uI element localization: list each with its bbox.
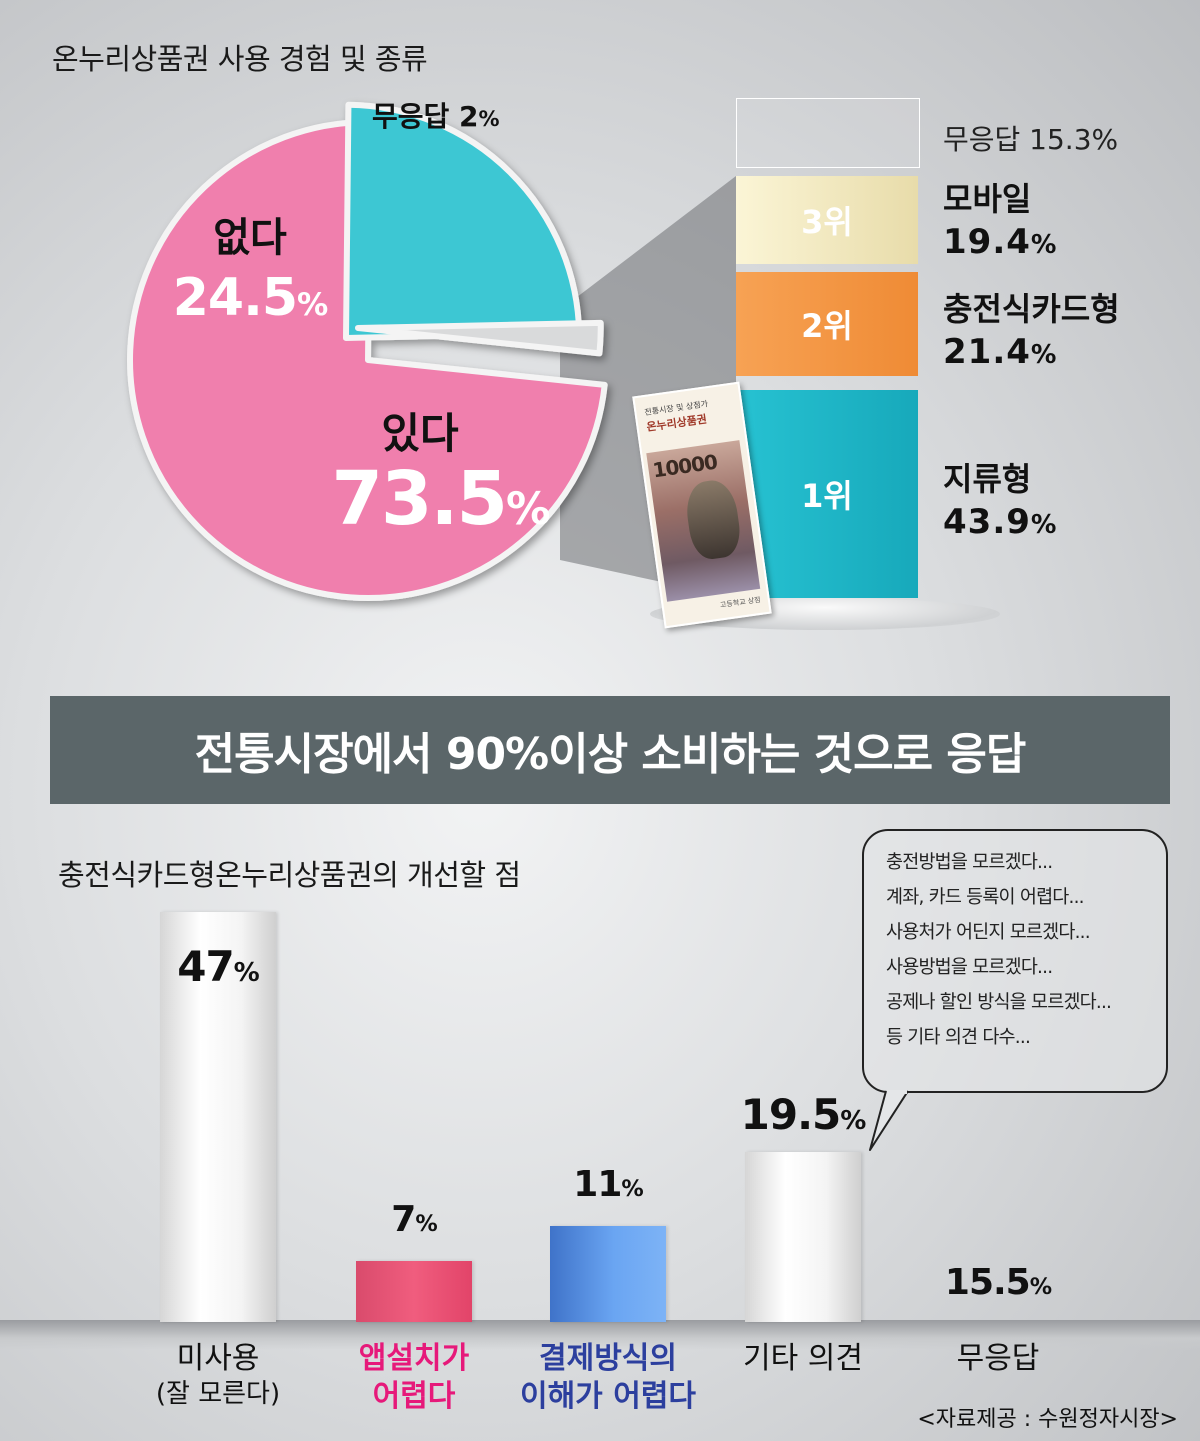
pie-slice-na <box>355 319 604 357</box>
bar-value-label: 11% <box>573 1164 643 1206</box>
pie-value-no: 24.5% <box>172 268 329 328</box>
source-credit: <자료제공 : 수원정자시장> <box>917 1407 1178 1432</box>
bubble-line: 충전방법을 모르겠다... <box>886 852 1053 873</box>
stack-label-na: 무응답 15.3% <box>943 123 1119 156</box>
bubble-line: 사용방법을 모르겠다... <box>886 957 1053 978</box>
stack-segment-rank2: 2위 <box>736 272 918 376</box>
bar <box>745 1151 861 1322</box>
stack-segment-na <box>736 98 920 168</box>
bar-category-label: 기타 의견 <box>743 1341 863 1376</box>
bar-category-label: 결제방식의 이해가 어렵다 <box>519 1341 697 1414</box>
speech-bubble: 충전방법을 모르겠다... 계좌, 카드 등록이 어렵다... 사용처가 어딘지… <box>862 829 1168 1093</box>
stack-label-rank2: 충전식카드형 21.4% <box>943 290 1120 373</box>
bubble-line: 사용처가 어딘지 모르겠다... <box>886 922 1091 943</box>
stack-label-rank3: 모바일 19.4% <box>943 180 1058 263</box>
pie-value-yes: 73.5% <box>331 456 550 542</box>
pie-label-yes: 있다 <box>381 409 459 458</box>
bubble-line: 등 기타 의견 다수... <box>886 1027 1031 1048</box>
bar-category-label: 미사용 (잘 모른다) <box>155 1341 281 1409</box>
bar-category-label: 무응답 <box>956 1341 1040 1376</box>
pie-label-no: 없다 <box>213 215 287 261</box>
top-chart-title: 온누리상품권 사용 경험 및 종류 <box>52 42 428 76</box>
pie-label-na: 무응답 2% <box>372 100 500 133</box>
pie-slice-no <box>343 101 583 341</box>
bar-value-label: 47% <box>177 942 260 991</box>
stack-segment-rank1: 1위 <box>736 390 918 598</box>
bar-value-label: 7% <box>391 1198 437 1240</box>
stack-label-rank1: 지류형 43.9% <box>943 460 1058 543</box>
bar <box>550 1226 666 1322</box>
bubble-line: 계좌, 카드 등록이 어렵다... <box>886 887 1085 908</box>
chart-floor <box>0 1320 1200 1350</box>
pie-slice-yes <box>127 119 608 601</box>
bubble-line: 공제나 할인 방식을 모르겠다... <box>886 992 1112 1013</box>
stack-segment-rank3: 3위 <box>736 176 918 264</box>
bar-category-label: 앱설치가 어렵다 <box>358 1341 470 1414</box>
bottom-chart-title: 충전식카드형온누리상품권의 개선할 점 <box>58 858 521 892</box>
voucher-footer-text: 고등학교 상점 <box>719 595 762 610</box>
speech-bubble-tail <box>869 1090 909 1151</box>
bar-value-label: 19.5% <box>740 1089 867 1139</box>
bar-value-label: 15.5% <box>944 1262 1052 1303</box>
bar <box>356 1260 472 1322</box>
headline-banner: 전통시장에서 90%이상 소비하는 것으로 응답 <box>50 696 1170 804</box>
bar <box>160 912 276 1322</box>
